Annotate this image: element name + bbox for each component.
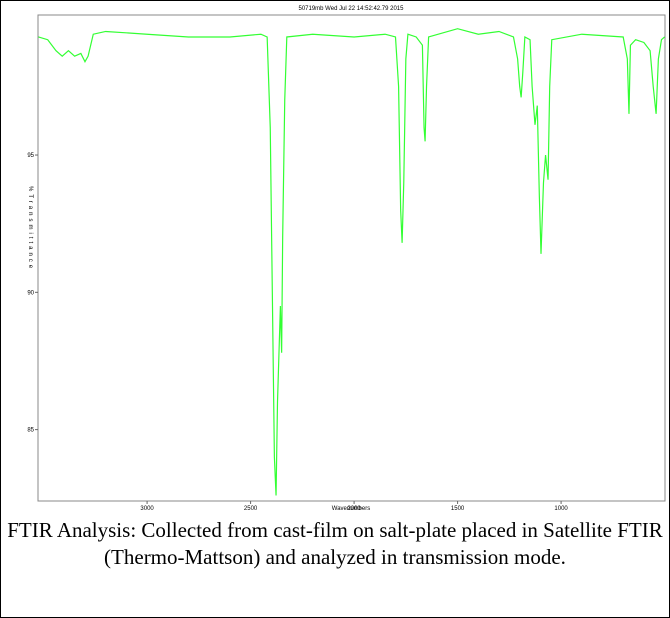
x-tick-label: 1000 xyxy=(554,506,568,512)
x-tick-label: 3000 xyxy=(140,506,154,512)
caption: FTIR Analysis: Collected from cast-film … xyxy=(7,518,663,569)
y-tick-label: 85 xyxy=(27,428,34,434)
x-tick-label: 1500 xyxy=(451,506,465,512)
plot-frame xyxy=(37,14,666,502)
chart: 50719mb Wed Jul 22 14:52:42.79 2015 Wave… xyxy=(27,6,666,512)
x-tick-label: 2500 xyxy=(244,506,258,512)
x-tick-label: 2000 xyxy=(347,506,361,512)
y-tick-label: 90 xyxy=(27,290,34,296)
y-tick-label: 95 xyxy=(27,153,34,159)
spectrum-line xyxy=(38,28,665,496)
chart-title: 50719mb Wed Jul 22 14:52:42.79 2015 xyxy=(299,6,405,12)
y-axis-label: %Transmittance xyxy=(27,186,33,271)
x-axis-label: Wavenumbers xyxy=(332,506,370,512)
